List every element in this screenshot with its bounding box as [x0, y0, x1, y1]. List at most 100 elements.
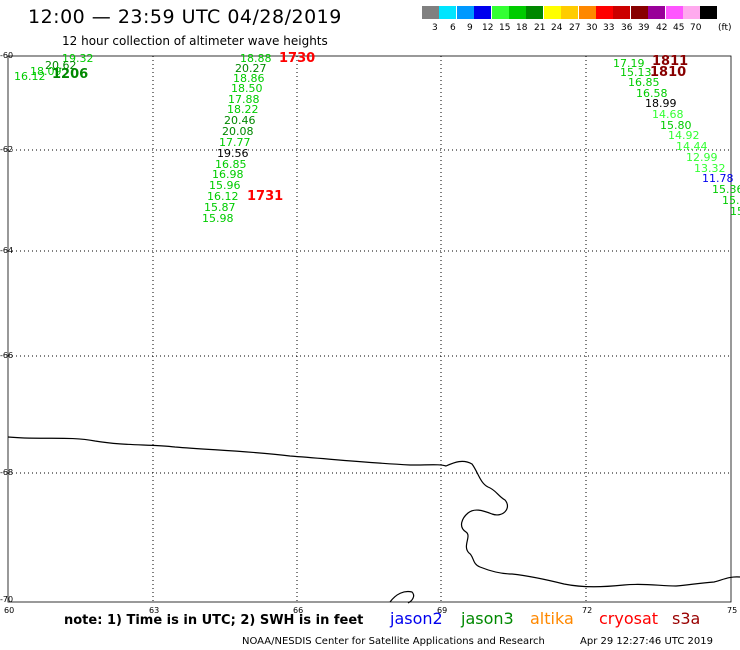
- wave-height-value: 16.12: [207, 190, 239, 203]
- wave-height-value: 18.50: [231, 82, 263, 95]
- wave-height-value: 20.08: [222, 125, 254, 138]
- legend-swatch: [700, 6, 717, 19]
- legend-swatch: [579, 6, 596, 19]
- legend-value: 6: [450, 23, 456, 33]
- wave-height-value: 16.98: [212, 168, 244, 181]
- longitude-tick-label: 63: [149, 606, 160, 615]
- wave-height-value: 18.86: [233, 72, 265, 85]
- satellite-name: s3a: [672, 609, 701, 628]
- wave-height-value: 16.85: [628, 76, 660, 89]
- wave-height-value: 14.44: [676, 140, 708, 153]
- legend-swatch: [422, 6, 439, 19]
- island-coastline: [389, 590, 415, 604]
- pass-time-label: 1810: [650, 65, 687, 80]
- wave-height-value: 17.77: [219, 136, 251, 149]
- legend-swatch: [631, 6, 648, 19]
- legend-swatch: [492, 6, 509, 19]
- latitude-tick-label: -60: [0, 51, 14, 60]
- wave-height-value: 14.68: [652, 108, 684, 121]
- latitude-tick-label: -68: [0, 468, 14, 477]
- wave-height-value: 20.62: [45, 59, 77, 72]
- pass-time-label: 1206: [52, 67, 89, 82]
- satellite-name: jason2: [390, 609, 443, 628]
- wave-height-value: 15.98: [202, 212, 234, 225]
- legend-value: 9: [467, 23, 473, 33]
- wave-height-value: 18.09: [30, 65, 62, 78]
- legend-unit: (ft): [718, 23, 732, 33]
- legend-swatch: [683, 6, 700, 19]
- legend-value: 21: [534, 23, 546, 33]
- legend-swatch: [457, 6, 474, 19]
- page-title: 12:00 — 23:59 UTC 04/28/2019: [28, 6, 342, 28]
- longitude-tick-label: 72: [582, 606, 593, 615]
- legend-swatch: [544, 6, 561, 19]
- wave-height-value: 14.92: [668, 129, 700, 142]
- latitude-tick-label: -62: [0, 145, 14, 154]
- footnote: note: 1) Time is in UTC; 2) SWH is in fe…: [64, 613, 364, 628]
- credit-line: NOAA/NESDIS Center for Satellite Applica…: [242, 636, 545, 647]
- wave-height-value: 18.99: [645, 97, 677, 110]
- wave-height-value: 17.88: [228, 93, 260, 106]
- legend-value: 27: [569, 23, 581, 33]
- legend-value: 70: [690, 23, 702, 33]
- legend-swatch: [666, 6, 683, 19]
- legend-value: 36: [621, 23, 633, 33]
- legend-value: 18: [516, 23, 528, 33]
- longitude-tick-label: 75: [727, 606, 738, 615]
- pass-time-label: 1731: [247, 189, 284, 204]
- latitude-tick-label: -64: [0, 246, 14, 255]
- wave-height-value: 13.32: [694, 162, 726, 175]
- wave-height-value: 16.12: [14, 70, 46, 83]
- legend-swatch: [613, 6, 630, 19]
- map-frame: [7, 55, 732, 603]
- wave-height-value: 12.99: [686, 151, 718, 164]
- wave-height-value: 15.87: [204, 201, 236, 214]
- wave-height-value: 15.4: [722, 194, 740, 207]
- latitude-tick-label: -70: [0, 595, 14, 604]
- pass-time-label: 1730: [279, 51, 316, 66]
- wave-height-value: 18.88: [240, 52, 272, 65]
- wave-height-value: 18.22: [227, 103, 259, 116]
- wave-height-value: 15.80: [660, 119, 692, 132]
- legend-swatch: [439, 6, 456, 19]
- legend-value: 15: [499, 23, 511, 33]
- legend-value: 39: [638, 23, 650, 33]
- longitude-tick-label: 60: [4, 606, 15, 615]
- legend-value: 33: [603, 23, 615, 33]
- legend-value: 24: [551, 23, 563, 33]
- satellite-name: jason3: [461, 609, 514, 628]
- wave-height-value: 20.27: [235, 62, 267, 75]
- satellite-name: cryosat: [599, 609, 659, 628]
- latitude-tick-label: -66: [0, 351, 14, 360]
- wave-height-value: 15: [730, 205, 740, 218]
- longitude-tick-label: 69: [437, 606, 448, 615]
- legend-swatch: [648, 6, 665, 19]
- wave-height-value: 16.58: [636, 87, 668, 100]
- graticule: [8, 56, 731, 602]
- legend-value: 30: [586, 23, 598, 33]
- legend-swatch: [596, 6, 613, 19]
- wave-height-value: 11.78: [702, 172, 734, 185]
- generated-timestamp: Apr 29 12:27:46 UTC 2019: [580, 636, 713, 647]
- legend-swatch: [526, 6, 543, 19]
- satellite-name: altika: [530, 609, 574, 628]
- coastline: [7, 436, 740, 588]
- legend-value: 45: [673, 23, 685, 33]
- legend-swatch: [474, 6, 491, 19]
- longitude-tick-label: 66: [293, 606, 304, 615]
- legend-swatch: [561, 6, 578, 19]
- wave-height-value: 17.19: [613, 57, 645, 70]
- wave-height-value: 20.46: [224, 114, 256, 127]
- wave-height-value: 19.56: [217, 147, 249, 160]
- wave-height-value: 16.85: [215, 158, 247, 171]
- wave-height-value: 19.32: [62, 52, 94, 65]
- wave-height-value: 15.96: [209, 179, 241, 192]
- legend-swatch: [509, 6, 526, 19]
- page-subtitle: 12 hour collection of altimeter wave hei…: [62, 34, 328, 48]
- wave-height-value: 15.13: [620, 66, 652, 79]
- wave-height-value: 15.36: [712, 183, 740, 196]
- legend-value: 12: [482, 23, 494, 33]
- legend-value: 42: [656, 23, 668, 33]
